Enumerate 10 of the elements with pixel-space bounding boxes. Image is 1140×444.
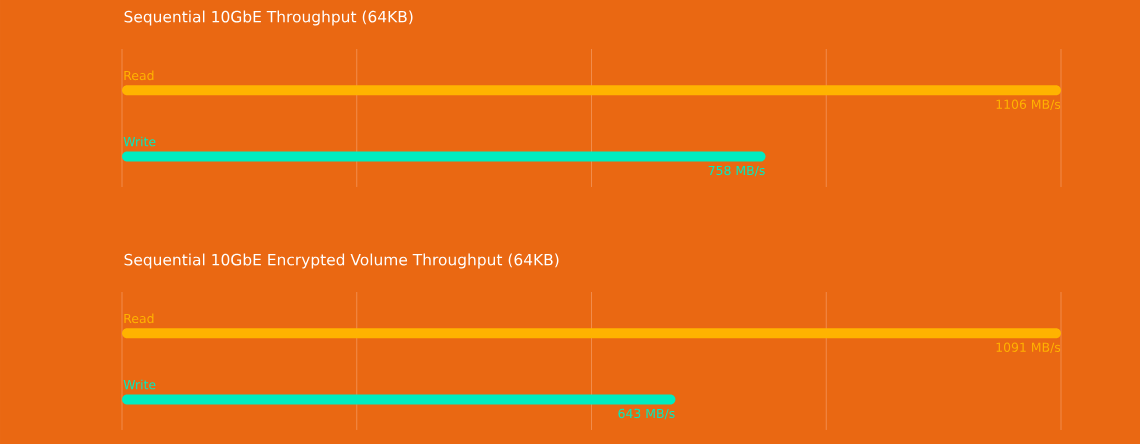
y-tick-label: Write — [123, 136, 156, 147]
data-label: 643 MB/s — [618, 408, 675, 420]
y-tick-label: Read — [124, 70, 154, 81]
chart-title: Sequential 10GbE Encrypted Volume Throughput (64KB) — [124, 253, 559, 269]
data-label: 1106 MB/s — [996, 99, 1061, 110]
data-label: 1091 MB/s — [996, 342, 1061, 353]
y-tick-label: Write — [123, 379, 156, 390]
data-label: 758 MB/s — [708, 165, 765, 177]
y-tick-label: Read — [124, 313, 154, 324]
chart-title: Sequential 10GbE Throughput (64KB) — [124, 10, 413, 26]
